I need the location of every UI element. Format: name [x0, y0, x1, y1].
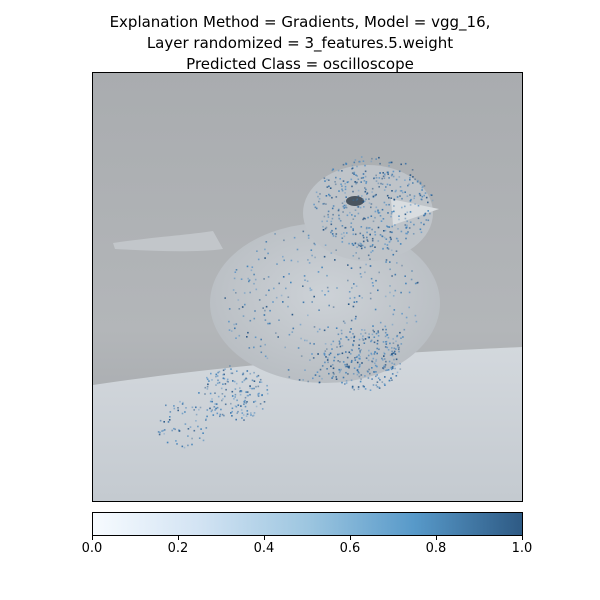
colorbar-tick-label: 0.0: [81, 541, 103, 556]
colorbar-tick-mark: [92, 536, 93, 540]
colorbar-tick-mark: [522, 536, 523, 540]
colorbar-tick-mark: [178, 536, 179, 540]
colorbar-gradient: [93, 513, 522, 535]
bird-body: [210, 223, 440, 383]
title-line-2: Layer randomized = 3_features.5.weight: [146, 34, 454, 52]
gradient-speckles: [157, 156, 434, 449]
rock: [93, 347, 522, 501]
heatmap-plot-area: [92, 72, 523, 502]
colorbar-tick-label: 1.0: [511, 541, 533, 556]
colorbar-tick-label: 0.2: [167, 541, 189, 556]
title-line-1: Explanation Method = Gradients, Model = …: [109, 13, 491, 31]
chart-title: Explanation Method = Gradients, Model = …: [0, 12, 600, 75]
bird-tail: [113, 231, 223, 252]
colorbar-tick-mark: [264, 536, 265, 540]
bird-beak: [391, 199, 439, 225]
heatmap-image: [93, 73, 522, 501]
colorbar-tick-mark: [350, 536, 351, 540]
colorbar-tick-mark: [436, 536, 437, 540]
colorbar: [92, 512, 523, 536]
bird-eye: [346, 196, 364, 206]
colorbar-tick-label: 0.6: [339, 541, 361, 556]
colorbar-ticks: 0.0 0.2 0.4 0.6 0.8 1.0: [82, 536, 532, 560]
title-line-3: Predicted Class = oscilloscope: [186, 55, 414, 73]
colorbar-tick-label: 0.8: [425, 541, 447, 556]
colorbar-tick-label: 0.4: [253, 541, 275, 556]
